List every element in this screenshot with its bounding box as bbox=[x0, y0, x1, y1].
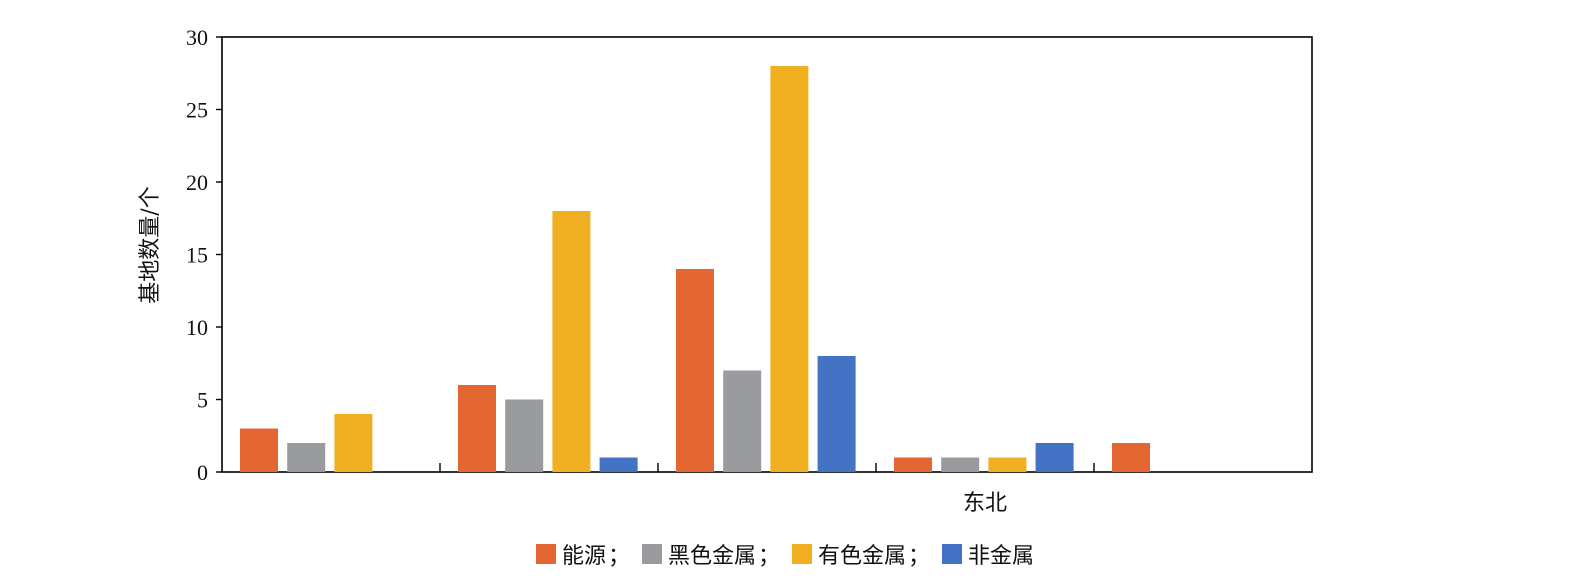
y-tick-label: 10 bbox=[186, 315, 208, 340]
y-tick-label: 15 bbox=[186, 243, 208, 268]
bars bbox=[240, 66, 1150, 472]
legend: 能源；黑色金属；有色金属；非金属 bbox=[0, 538, 1570, 570]
legend-swatch bbox=[792, 544, 812, 564]
y-tick-label: 30 bbox=[186, 25, 208, 50]
legend-separator: ； bbox=[607, 544, 630, 569]
bar-4-series-2 bbox=[941, 457, 980, 472]
y-tick-label: 20 bbox=[186, 170, 208, 195]
y-tick-label: 25 bbox=[186, 98, 208, 123]
plot-frame bbox=[221, 36, 1313, 473]
legend-swatch bbox=[535, 544, 556, 564]
bar-3-series-2 bbox=[723, 370, 762, 472]
bar-5-series-1 bbox=[1112, 443, 1150, 472]
legend-label: 非金属 bbox=[968, 544, 1035, 569]
x-axis bbox=[439, 463, 1095, 472]
category-labels: 东北 bbox=[963, 491, 1007, 516]
legend-label: 能源 bbox=[561, 544, 606, 569]
bar-2-series-3 bbox=[552, 211, 591, 472]
bar-3-series-1 bbox=[676, 269, 714, 472]
bar-4-series-1 bbox=[894, 457, 932, 472]
bar-1-series-1 bbox=[240, 428, 278, 472]
legend-separator: ； bbox=[908, 544, 931, 569]
legend-item: 有色金属； bbox=[792, 538, 930, 570]
legend-item: 能源； bbox=[535, 538, 630, 570]
bar-2-series-1 bbox=[458, 385, 496, 472]
bar-4-series-3 bbox=[988, 457, 1027, 472]
legend-swatch bbox=[942, 544, 963, 564]
bar-3-series-3 bbox=[770, 66, 809, 472]
bar-3-series-4 bbox=[817, 356, 856, 472]
legend-label: 黑色金属 bbox=[667, 544, 756, 569]
legend-item: 非金属 bbox=[942, 538, 1034, 570]
category-label: 东北 bbox=[963, 491, 1007, 516]
bar-2-series-4 bbox=[599, 457, 638, 472]
legend-separator: ； bbox=[757, 544, 780, 569]
bar-4-series-4 bbox=[1035, 443, 1074, 472]
bar-1-series-3 bbox=[334, 414, 373, 472]
bar-1-series-2 bbox=[287, 443, 326, 472]
legend-swatch bbox=[641, 544, 662, 564]
legend-item: 黑色金属； bbox=[641, 538, 780, 570]
y-axis: 0 5 10 15 20 25 30 bbox=[186, 25, 222, 485]
y-tick-label: 5 bbox=[197, 388, 208, 413]
plot-border bbox=[221, 36, 1313, 473]
bar-2-series-2 bbox=[505, 399, 544, 472]
y-tick-label: 0 bbox=[197, 460, 208, 485]
legend-label: 有色金属 bbox=[818, 544, 907, 569]
y-axis-label: 基地数量/个 bbox=[138, 186, 163, 304]
